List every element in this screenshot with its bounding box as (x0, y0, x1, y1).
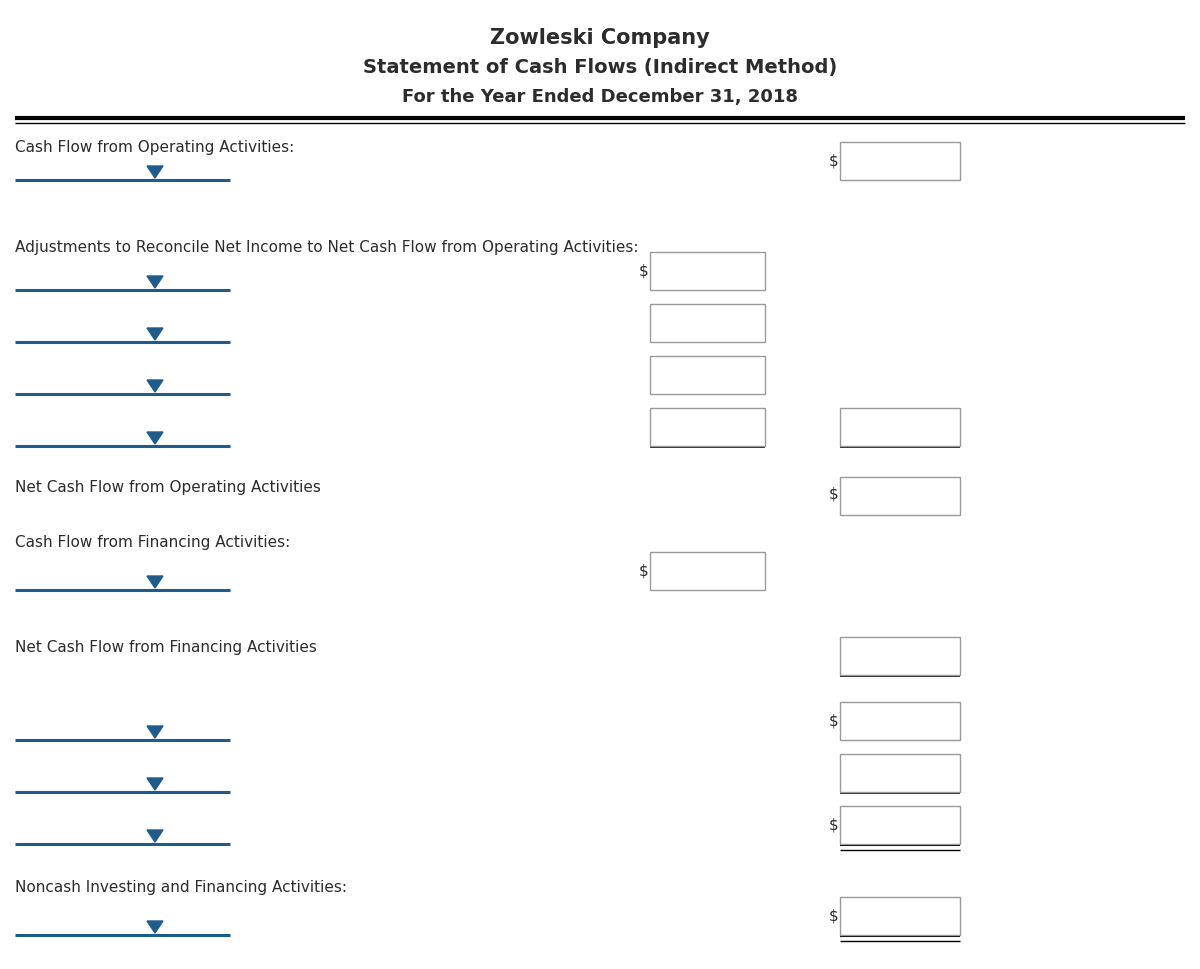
Polygon shape (148, 830, 163, 842)
Text: $: $ (638, 564, 648, 578)
Bar (840, 897, 960, 935)
Text: Cash Flow from Operating Activities:: Cash Flow from Operating Activities: (14, 140, 294, 155)
Bar (840, 477, 960, 515)
Polygon shape (148, 166, 163, 178)
Text: $: $ (828, 909, 838, 923)
Text: Statement of Cash Flows (Indirect Method): Statement of Cash Flows (Indirect Method… (362, 58, 838, 77)
Text: $: $ (828, 713, 838, 729)
Polygon shape (148, 576, 163, 588)
Bar (840, 142, 960, 180)
Text: $: $ (638, 264, 648, 278)
Polygon shape (148, 328, 163, 340)
Bar (840, 702, 960, 740)
Text: Zowleski Company: Zowleski Company (490, 28, 710, 48)
Bar (650, 552, 766, 590)
Bar (650, 252, 766, 290)
Bar (840, 408, 960, 446)
Text: Net Cash Flow from Financing Activities: Net Cash Flow from Financing Activities (14, 640, 317, 655)
Polygon shape (148, 432, 163, 444)
Polygon shape (148, 380, 163, 392)
Text: Noncash Investing and Financing Activities:: Noncash Investing and Financing Activiti… (14, 880, 347, 895)
Text: Cash Flow from Financing Activities:: Cash Flow from Financing Activities: (14, 535, 290, 550)
Polygon shape (148, 726, 163, 738)
Polygon shape (148, 921, 163, 933)
Text: $: $ (828, 818, 838, 832)
Bar (840, 637, 960, 675)
Text: Adjustments to Reconcile Net Income to Net Cash Flow from Operating Activities:: Adjustments to Reconcile Net Income to N… (14, 240, 638, 255)
Polygon shape (148, 276, 163, 288)
Bar (650, 408, 766, 446)
Bar (650, 356, 766, 394)
Bar (840, 806, 960, 844)
Text: Net Cash Flow from Operating Activities: Net Cash Flow from Operating Activities (14, 480, 320, 495)
Text: For the Year Ended December 31, 2018: For the Year Ended December 31, 2018 (402, 88, 798, 106)
Text: $: $ (828, 486, 838, 502)
Polygon shape (148, 778, 163, 790)
Bar (840, 754, 960, 792)
Bar (650, 304, 766, 342)
Text: $: $ (828, 153, 838, 169)
